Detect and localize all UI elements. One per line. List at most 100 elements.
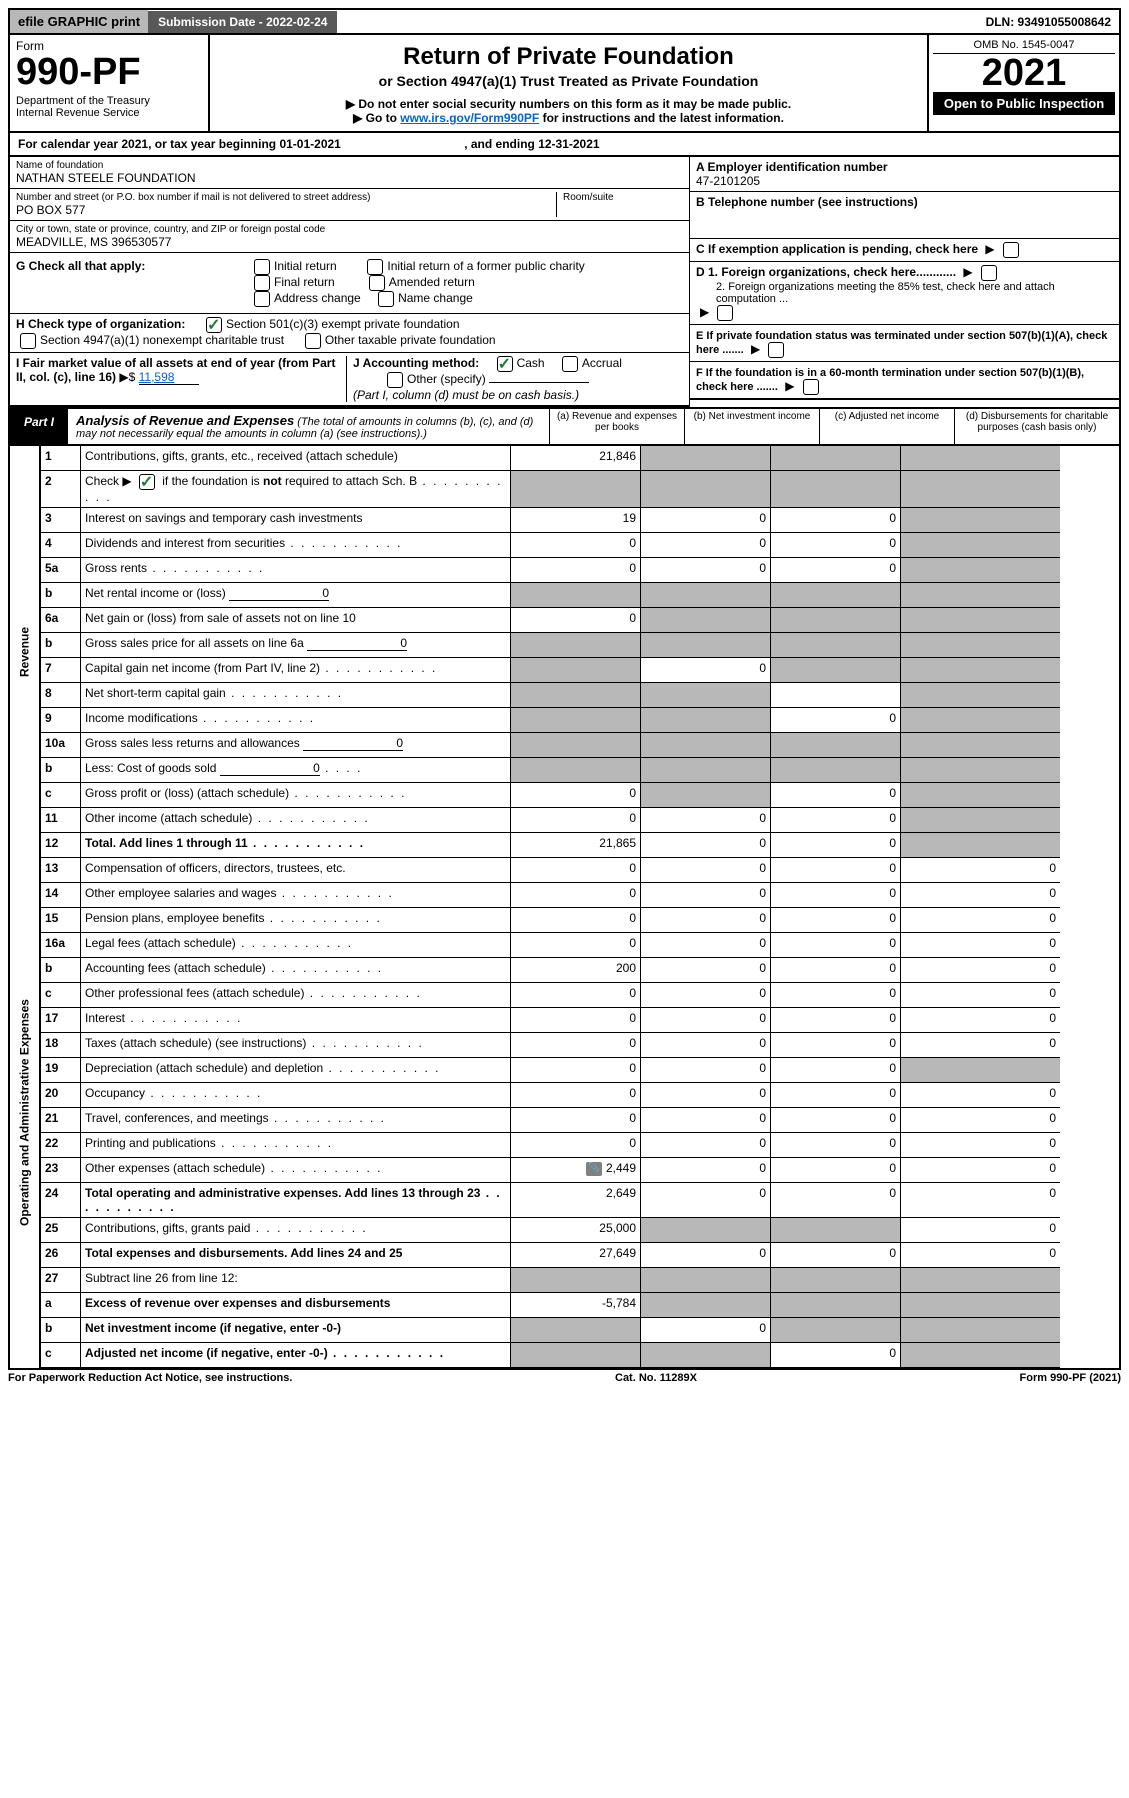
row-desc: Subtract line 26 from line 12: — [80, 1268, 510, 1293]
cell-b: 0 — [640, 1008, 770, 1033]
instructions-link[interactable]: www.irs.gov/Form990PF — [400, 111, 539, 125]
i-value[interactable]: 11,598 — [139, 370, 199, 385]
cell-a: 0 — [510, 608, 640, 633]
city-state-zip: MEADVILLE, MS 396530577 — [16, 235, 683, 249]
cell-a: 0 — [510, 883, 640, 908]
checkbox-other-method[interactable] — [387, 372, 403, 388]
checkbox-501c3[interactable] — [206, 317, 222, 333]
cell-c — [770, 608, 900, 633]
cell-c: 0 — [770, 783, 900, 808]
cell-dd: 0 — [900, 883, 1060, 908]
row-number: 20 — [40, 1083, 80, 1108]
checkbox-c[interactable] — [1003, 242, 1019, 258]
row-desc: Gross sales less returns and allowances … — [80, 733, 510, 758]
row-desc: Legal fees (attach schedule) — [80, 933, 510, 958]
efile-badge[interactable]: efile GRAPHIC print — [10, 10, 148, 33]
checkbox-cash[interactable] — [497, 356, 513, 372]
cell-dd — [900, 508, 1060, 533]
row-number: 4 — [40, 533, 80, 558]
row-desc: Interest on savings and temporary cash i… — [80, 508, 510, 533]
cell-b: 0 — [640, 1318, 770, 1343]
cell-a — [510, 733, 640, 758]
cell-a: 0 — [510, 1058, 640, 1083]
attachment-icon[interactable]: 📎 — [586, 1162, 602, 1176]
cell-c: 0 — [770, 958, 900, 983]
row-desc: Contributions, gifts, grants, etc., rece… — [80, 446, 510, 471]
cell-dd: 0 — [900, 1108, 1060, 1133]
cell-a — [510, 758, 640, 783]
row-desc: Net gain or (loss) from sale of assets n… — [80, 608, 510, 633]
row-desc: Pension plans, employee benefits — [80, 908, 510, 933]
cell-c: 0 — [770, 983, 900, 1008]
row-number: 12 — [40, 833, 80, 858]
cell-dd — [900, 608, 1060, 633]
row-desc: Check ▶ if the foundation is not require… — [80, 471, 510, 508]
cell-a — [510, 1268, 640, 1293]
cell-dd — [900, 446, 1060, 471]
row-desc: Gross rents — [80, 558, 510, 583]
cell-c — [770, 683, 900, 708]
row-desc: Travel, conferences, and meetings — [80, 1108, 510, 1133]
checkbox-e[interactable] — [768, 342, 784, 358]
revenue-side-label: Revenue — [10, 446, 40, 858]
cell-a: 0 — [510, 1033, 640, 1058]
cell-b: 0 — [640, 908, 770, 933]
cell-c: 0 — [770, 1158, 900, 1183]
cell-a: 0 — [510, 533, 640, 558]
checkbox-name-change[interactable] — [378, 291, 394, 307]
checkbox-initial-former[interactable] — [367, 259, 383, 275]
cell-dd: 0 — [900, 1218, 1060, 1243]
row-desc: Less: Cost of goods sold 0 — [80, 758, 510, 783]
cell-b — [640, 608, 770, 633]
checkbox-accrual[interactable] — [562, 356, 578, 372]
checkbox-d1[interactable] — [981, 265, 997, 281]
row-number: 11 — [40, 808, 80, 833]
note-ssn: ▶ Do not enter social security numbers o… — [218, 97, 919, 111]
row-number: b — [40, 1318, 80, 1343]
c-label: C If exemption application is pending, c… — [696, 242, 978, 256]
checkbox-initial[interactable] — [254, 259, 270, 275]
cell-c: 0 — [770, 933, 900, 958]
submission-date: Submission Date - 2022-02-24 — [148, 11, 337, 33]
checkbox-address-change[interactable] — [254, 291, 270, 307]
cell-c — [770, 1293, 900, 1318]
checkbox-4947[interactable] — [20, 333, 36, 349]
row-number: 16a — [40, 933, 80, 958]
row-number: b — [40, 633, 80, 658]
cell-a: 0 — [510, 558, 640, 583]
row-desc: Adjusted net income (if negative, enter … — [80, 1343, 510, 1368]
cell-b: 0 — [640, 658, 770, 683]
row-number: b — [40, 583, 80, 608]
cell-a — [510, 683, 640, 708]
footer-right: Form 990-PF (2021) — [1020, 1372, 1121, 1384]
cell-dd: 0 — [900, 908, 1060, 933]
row-desc: Net rental income or (loss) 0 — [80, 583, 510, 608]
cell-a: 21,846 — [510, 446, 640, 471]
cell-b: 0 — [640, 958, 770, 983]
col-b-header: (b) Net investment income — [684, 409, 819, 444]
row-desc: Capital gain net income (from Part IV, l… — [80, 658, 510, 683]
row-desc: Total expenses and disbursements. Add li… — [80, 1243, 510, 1268]
schb-checkbox[interactable] — [139, 474, 155, 490]
row-desc: Net investment income (if negative, ente… — [80, 1318, 510, 1343]
checkbox-other-taxable[interactable] — [305, 333, 321, 349]
row-number: 22 — [40, 1133, 80, 1158]
checkbox-amended[interactable] — [369, 275, 385, 291]
cell-dd: 0 — [900, 958, 1060, 983]
checkbox-final[interactable] — [254, 275, 270, 291]
row-number: c — [40, 1343, 80, 1368]
analysis-table: Revenue1Contributions, gifts, grants, et… — [8, 446, 1121, 1368]
cell-dd: 0 — [900, 1133, 1060, 1158]
checkbox-d2[interactable] — [717, 305, 733, 321]
cell-dd — [900, 758, 1060, 783]
row-number: 14 — [40, 883, 80, 908]
row-number: 6a — [40, 608, 80, 633]
cell-b: 0 — [640, 858, 770, 883]
footer-left: For Paperwork Reduction Act Notice, see … — [8, 1372, 292, 1384]
cell-b — [640, 633, 770, 658]
dept-label: Department of the Treasury — [16, 95, 202, 107]
cell-c — [770, 446, 900, 471]
cell-b: 0 — [640, 508, 770, 533]
checkbox-f[interactable] — [803, 379, 819, 395]
cell-b: 0 — [640, 1058, 770, 1083]
